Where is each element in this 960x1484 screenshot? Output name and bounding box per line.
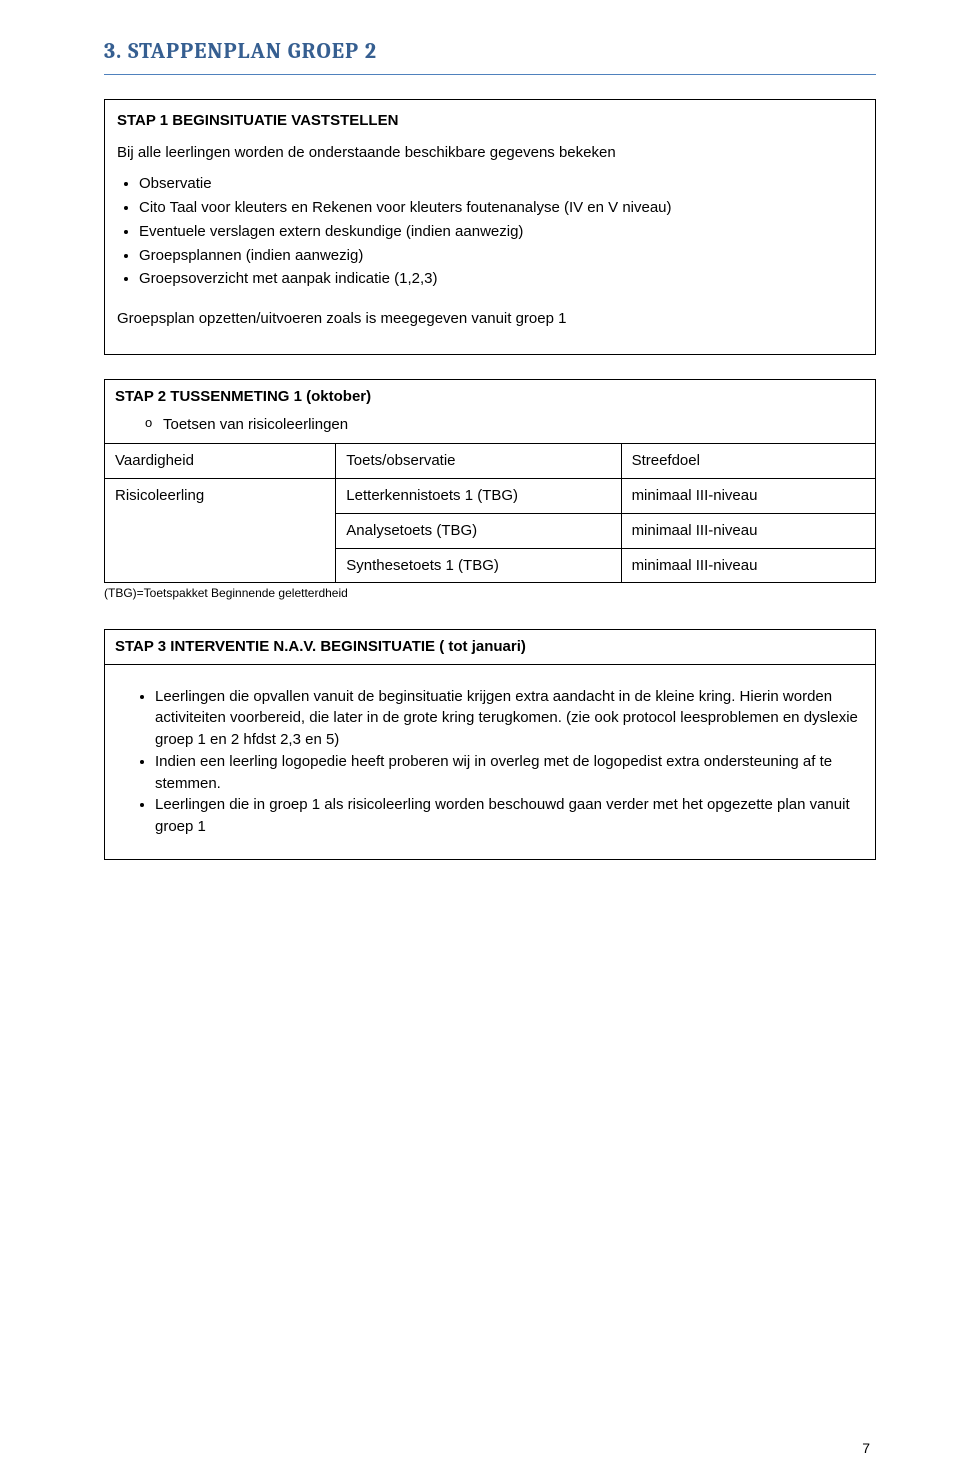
step3-title: STAP 3 INTERVENTIE N.A.V. BEGINSITUATIE …	[115, 636, 865, 658]
step2-table: STAP 2 TUSSENMETING 1 (oktober) Toetsen …	[104, 379, 876, 584]
list-item: Cito Taal voor kleuters en Rekenen voor …	[139, 197, 863, 219]
step1-after: Groepsplan opzetten/uitvoeren zoals is m…	[117, 308, 863, 330]
list-item: Toetsen van risicoleerlingen	[145, 414, 865, 436]
table-cell: Risicoleerling	[105, 479, 336, 583]
list-item: Observatie	[139, 173, 863, 195]
table-cell: minimaal III-niveau	[621, 513, 875, 548]
table-cell: Analysetoets (TBG)	[336, 513, 621, 548]
step2-footnote: (TBG)=Toetspakket Beginnende geletterdhe…	[104, 585, 876, 602]
step3-table: STAP 3 INTERVENTIE N.A.V. BEGINSITUATIE …	[104, 629, 876, 860]
step2-title: STAP 2 TUSSENMETING 1 (oktober)	[115, 386, 865, 408]
step1-box: STAP 1 BEGINSITUATIE VASTSTELLEN Bij all…	[104, 99, 876, 355]
step1-title: STAP 1 BEGINSITUATIE VASTSTELLEN	[117, 110, 863, 132]
step1-intro: Bij alle leerlingen worden de onderstaan…	[117, 142, 863, 164]
page-number: 7	[862, 1438, 870, 1458]
table-cell: Letterkennistoets 1 (TBG)	[336, 479, 621, 514]
list-item: Indien een leerling logopedie heeft prob…	[155, 751, 865, 795]
section-heading: 3. STAPPENPLAN GROEP 2	[104, 36, 876, 75]
table-cell: Synthesetoets 1 (TBG)	[336, 548, 621, 583]
list-item: Groepsoverzicht met aanpak indicatie (1,…	[139, 268, 863, 290]
table-cell: minimaal III-niveau	[621, 548, 875, 583]
list-item: Eventuele verslagen extern deskundige (i…	[139, 221, 863, 243]
list-item: Groepsplannen (indien aanwezig)	[139, 245, 863, 267]
table-header: Toets/observatie	[336, 444, 621, 479]
step2-sublist: Toetsen van risicoleerlingen	[145, 414, 865, 436]
table-header: Streefdoel	[621, 444, 875, 479]
list-item: Leerlingen die in groep 1 als risicoleer…	[155, 794, 865, 838]
table-cell: minimaal III-niveau	[621, 479, 875, 514]
step3-list: Leerlingen die opvallen vanuit de begins…	[115, 686, 865, 838]
list-item: Leerlingen die opvallen vanuit de begins…	[155, 686, 865, 751]
table-header: Vaardigheid	[105, 444, 336, 479]
step1-list: Observatie Cito Taal voor kleuters en Re…	[139, 173, 863, 290]
